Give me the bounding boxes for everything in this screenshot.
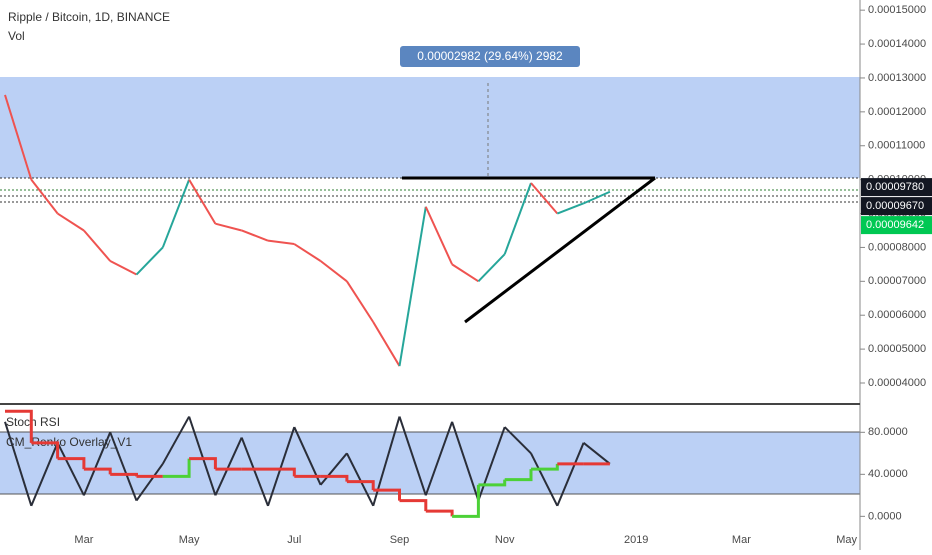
series-segment bbox=[267, 239, 295, 246]
chart-title: Ripple / Bitcoin, 1D, BINANCE bbox=[8, 10, 170, 24]
y-tick-label: 0.00014000 bbox=[868, 38, 926, 50]
series-segment bbox=[188, 416, 217, 496]
series-segment bbox=[503, 426, 532, 455]
series-segment bbox=[4, 94, 33, 180]
x-tick-label: Mar bbox=[732, 534, 751, 546]
series-segment bbox=[556, 202, 584, 215]
series-segment bbox=[109, 260, 137, 276]
series-segment bbox=[373, 488, 401, 501]
series-segment bbox=[161, 179, 191, 248]
series-segment bbox=[346, 452, 375, 507]
series-segment bbox=[504, 469, 533, 482]
series-segment bbox=[556, 442, 585, 507]
x-tick-label: Sep bbox=[390, 534, 410, 546]
x-tick-label: Nov bbox=[495, 534, 515, 546]
y-tick-label: 0.00015000 bbox=[868, 4, 926, 16]
series-segment bbox=[83, 467, 112, 475]
series-segment bbox=[162, 458, 191, 478]
x-tick-label: 2019 bbox=[624, 534, 648, 546]
y-tick-label: 0.00013000 bbox=[868, 72, 926, 84]
series-segment bbox=[161, 416, 190, 465]
volume-label: Vol bbox=[8, 29, 25, 43]
series-segment bbox=[5, 409, 33, 443]
x-tick-label: Mar bbox=[74, 534, 93, 546]
measure-label: 0.00002982 (29.64%) 2982 bbox=[417, 49, 563, 63]
y-tick-label: 0.0000 bbox=[868, 510, 902, 522]
series-segment bbox=[477, 426, 506, 501]
series-segment bbox=[267, 426, 296, 507]
series-segment bbox=[503, 182, 532, 255]
series-segment bbox=[530, 182, 559, 215]
series-segment bbox=[319, 452, 348, 486]
y-tick-label: 80.0000 bbox=[868, 426, 908, 438]
x-tick-label: May bbox=[836, 534, 857, 546]
series-segment bbox=[109, 431, 138, 501]
series-segment bbox=[582, 442, 611, 465]
series-segment bbox=[319, 260, 348, 283]
series-segment bbox=[268, 467, 296, 477]
series-segment bbox=[293, 243, 322, 262]
series-segment bbox=[530, 452, 559, 507]
support-line bbox=[464, 176, 656, 324]
series-segment bbox=[583, 190, 611, 205]
price-label-box bbox=[861, 178, 932, 197]
series-segment bbox=[398, 416, 427, 496]
series-segment bbox=[57, 457, 86, 470]
series-segment bbox=[135, 463, 164, 502]
series-segment bbox=[320, 474, 349, 482]
series-segment bbox=[188, 179, 217, 225]
series-segment bbox=[30, 442, 59, 507]
y-tick-label: 40.0000 bbox=[868, 468, 908, 480]
series-segment bbox=[424, 206, 454, 265]
series-segment bbox=[399, 499, 428, 512]
series-segment bbox=[451, 263, 479, 283]
x-tick-label: Jul bbox=[287, 534, 301, 546]
series-segment bbox=[31, 441, 60, 459]
series-segment bbox=[425, 509, 454, 517]
series-segment bbox=[56, 442, 85, 496]
series-segment bbox=[531, 463, 559, 471]
price-label-box bbox=[861, 216, 932, 235]
series-segment bbox=[241, 229, 269, 242]
price-label: 0.00009670 bbox=[866, 200, 924, 212]
price-label: 0.00009642 bbox=[866, 219, 924, 231]
y-tick-label: 0.00012000 bbox=[868, 106, 926, 118]
series-segment bbox=[452, 484, 480, 518]
series-segment bbox=[215, 222, 242, 232]
y-tick-label: 0.00008000 bbox=[868, 241, 926, 253]
plots bbox=[4, 94, 611, 518]
series-segment bbox=[30, 179, 59, 215]
oscillator-title: Stoch RSI bbox=[6, 415, 60, 429]
price-label: 0.00009780 bbox=[866, 181, 924, 193]
measure-box bbox=[400, 46, 580, 67]
price-label-box bbox=[861, 197, 932, 216]
y-tick-label: 0.00004000 bbox=[868, 377, 926, 389]
y-tick-label: 0.00011000 bbox=[868, 140, 925, 152]
target-zone bbox=[0, 77, 860, 178]
series-segment bbox=[451, 421, 480, 501]
series-segment bbox=[135, 246, 164, 276]
y-tick-label: 0.00006000 bbox=[868, 309, 926, 321]
series-segment bbox=[477, 253, 506, 283]
series-segment bbox=[4, 421, 33, 507]
series-segment bbox=[83, 229, 111, 262]
y-tick-label: 0.00005000 bbox=[868, 343, 926, 355]
series-segment bbox=[478, 479, 507, 487]
series-segment bbox=[346, 280, 375, 323]
series-segment bbox=[214, 437, 243, 496]
series-segment bbox=[346, 480, 375, 491]
overlay-title: CM_Renko Overlay_V1 bbox=[6, 435, 132, 449]
series-segment bbox=[240, 437, 269, 507]
series-segment bbox=[398, 206, 427, 367]
series-segment bbox=[372, 321, 401, 367]
series-segment bbox=[189, 457, 217, 470]
series-segment bbox=[57, 212, 85, 232]
series-segment bbox=[82, 431, 112, 496]
y-tick-label: 0.00007000 bbox=[868, 275, 926, 287]
series-segment bbox=[424, 421, 454, 496]
x-tick-label: May bbox=[179, 534, 200, 546]
